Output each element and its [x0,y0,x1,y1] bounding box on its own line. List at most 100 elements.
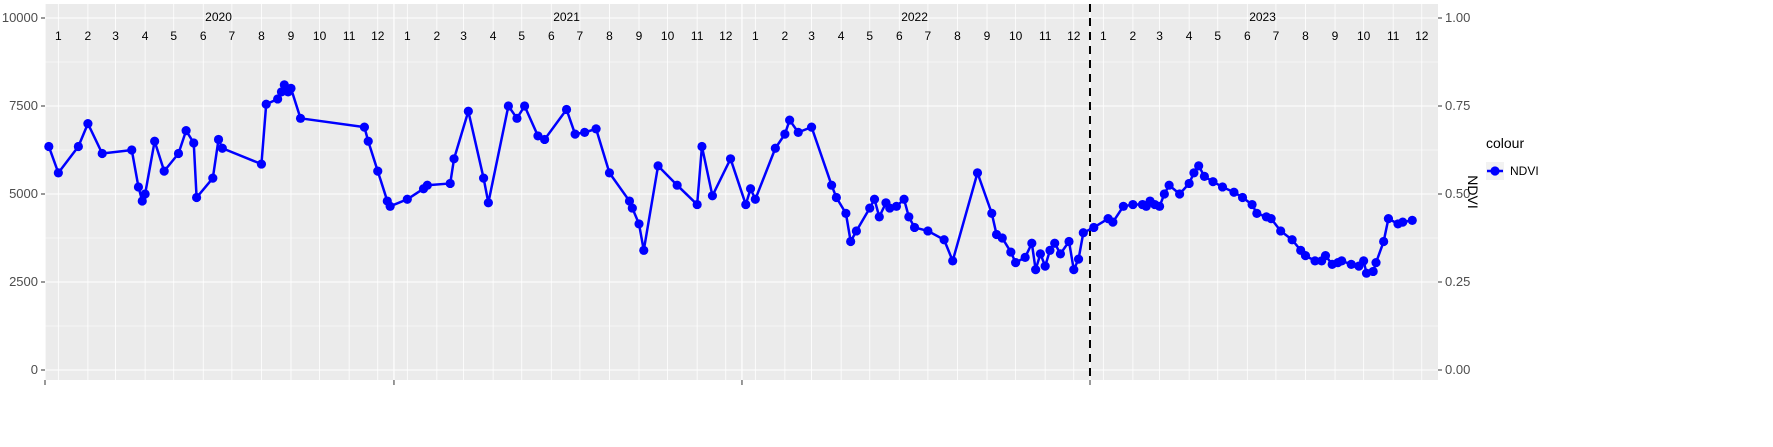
data-point-ndvi [286,83,296,93]
month-label: 3 [460,29,467,43]
data-point-ndvi [359,122,370,132]
y-tick-label-left: 5000 [9,186,38,201]
month-label: 5 [170,29,177,43]
data-point-ndvi [672,180,682,190]
series-group [44,80,1417,278]
year-label: 2020 [205,10,232,24]
data-point-ndvi [841,208,851,218]
series-ndvi [44,80,1417,278]
data-point-ndvi [1006,247,1016,257]
data-point-ndvi [191,192,202,203]
data-point-ndvi [1050,238,1060,248]
data-point-ndvi [639,245,649,255]
data-point-ndvi [1252,208,1262,218]
data-point-ndvi [256,159,267,169]
month-label: 1 [55,29,62,43]
month-label: 9 [288,29,295,43]
data-point-ndvi [591,124,601,134]
month-label: 11 [343,29,356,43]
year-label: 2021 [553,10,580,24]
data-point-ndvi [899,194,909,204]
data-point-ndvi [653,161,663,171]
data-point-ndvi [627,203,637,213]
data-point-ndvi [785,115,795,125]
data-point-ndvi [869,194,880,204]
data-point-ndvi [570,129,580,139]
month-label: 8 [1302,29,1309,43]
data-point-ndvi [846,236,856,247]
month-label: 2 [1130,29,1137,43]
data-point-ndvi [1194,161,1204,171]
data-point-ndvi [697,141,707,152]
month-label: 5 [1214,29,1221,43]
data-point-ndvi [1199,171,1210,181]
data-point-ndvi [173,148,184,159]
data-point-ndvi [1128,199,1138,210]
data-point-ndvi [512,113,522,123]
month-label: 12 [1067,29,1081,43]
data-point-ndvi [1237,192,1248,203]
month-label: 8 [954,29,961,43]
data-point-ndvi [1371,258,1381,268]
data-point-ndvi [97,148,107,159]
data-point-ndvi [741,199,751,210]
data-point-ndvi [1118,201,1128,211]
data-point-ndvi [295,113,306,123]
data-point-ndvi [402,194,412,204]
month-label: 6 [896,29,903,43]
data-point-ndvi [540,134,550,145]
data-point-ndvi [1247,199,1257,210]
data-point-ndvi [624,196,635,206]
data-point-ndvi [519,101,530,111]
data-point-ndvi [770,143,780,153]
data-point-ndvi [1189,168,1199,178]
month-label: 9 [1332,29,1339,43]
data-point-ndvi [1379,236,1389,247]
data-point-ndvi [1069,265,1079,275]
data-point-ndvi [73,141,83,152]
data-point-ndvi [1383,214,1394,224]
data-point-ndvi [1020,252,1030,262]
month-label: 3 [808,29,815,43]
data-point-ndvi [449,154,459,164]
data-point-ndvi [1164,180,1174,190]
data-point-ndvi [189,138,199,148]
month-label: 10 [313,29,327,43]
data-point-ndvi [422,180,432,190]
data-point-ndvi [987,208,997,218]
data-point-ndvi [208,173,218,183]
data-point-ndvi [972,168,983,178]
data-point-ndvi [1011,258,1021,268]
data-point-ndvi [276,87,287,97]
data-point-ndvi [1040,261,1050,271]
data-point-ndvi [1276,226,1286,236]
data-point-ndvi [159,166,169,176]
month-label: 6 [1244,29,1251,43]
data-point-ndvi [1055,249,1066,259]
data-point-ndvi [851,226,861,236]
y-axis-title-right: NDVI [1465,175,1481,208]
data-point-ndvi [1368,266,1378,277]
y-tick-label-left: 10000 [2,10,38,25]
month-label: 12 [1415,29,1429,43]
data-point-ndvi [478,173,489,183]
month-label: 4 [142,29,149,43]
data-point-ndvi [1108,217,1118,227]
data-point-ndvi [725,154,736,164]
data-point-ndvi [831,192,841,203]
data-point-ndvi [1320,251,1331,261]
data-point-ndvi [1310,256,1320,266]
y-tick-label-right: 1.00 [1445,10,1470,25]
month-label: 2 [434,29,441,43]
month-label: 7 [1273,29,1280,43]
month-label: 7 [229,29,236,43]
legend-title: colour [1486,135,1524,151]
data-point-ndvi [1287,235,1297,245]
month-label: 5 [518,29,525,43]
y-tick-label-right: 0.50 [1445,186,1470,201]
month-label: 1 [404,29,411,43]
month-label: 1 [752,29,759,43]
data-point-ndvi [634,219,644,229]
data-point-ndvi [1064,236,1074,247]
